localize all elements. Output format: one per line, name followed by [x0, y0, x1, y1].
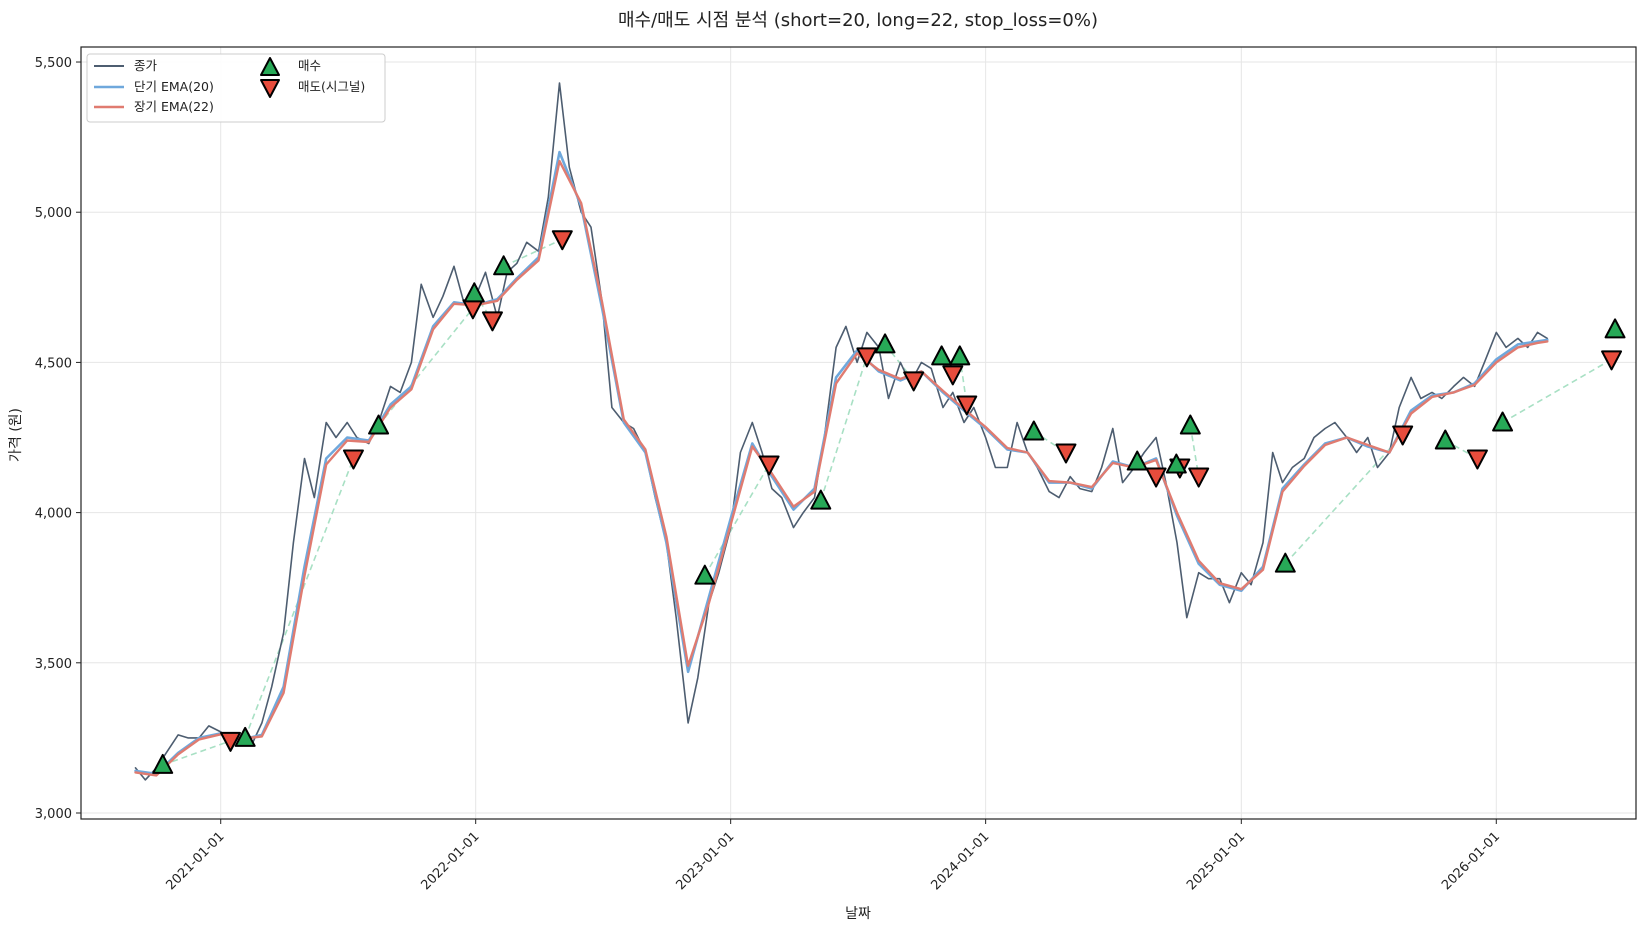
trade-link [503, 238, 563, 268]
buy-marker [1023, 420, 1045, 441]
buy-marker [493, 255, 515, 276]
sell-marker [1392, 425, 1414, 446]
buy-marker [949, 345, 971, 366]
legend-sell-marker [260, 79, 280, 98]
y-tick-label: 4,000 [35, 507, 72, 522]
legend-close-label: 종가 [134, 58, 158, 73]
y-tick-label: 5,000 [35, 206, 72, 221]
trade-link [1284, 433, 1404, 565]
buy-marker [463, 282, 485, 303]
legend-ema-short-label: 단기 EMA(20) [134, 79, 214, 94]
trade-link [820, 356, 868, 501]
sell-marker [856, 347, 878, 368]
sell-marker [342, 449, 364, 470]
buy-marker [931, 345, 953, 366]
buy-marker [1274, 552, 1296, 573]
buy-marker [1179, 414, 1201, 435]
y-axis-title: 가격 (원) [8, 408, 24, 462]
sell-marker [942, 365, 964, 386]
sell-marker [1055, 443, 1077, 464]
legend-sell-label: 매도(시그널) [298, 79, 365, 94]
chart-title: 매수/매도 시점 분석 (short=20, long=22, stop_los… [618, 10, 1098, 31]
buy-marker [234, 726, 256, 747]
sell-marker [1466, 449, 1488, 470]
sell-marker [551, 230, 573, 251]
trade-link [884, 343, 915, 381]
trade-link [1502, 358, 1612, 424]
y-tick-label: 3,000 [35, 807, 72, 822]
sell-marker [1188, 467, 1210, 488]
trade-link [377, 307, 474, 426]
buy-marker [694, 564, 716, 585]
y-tick-label: 3,500 [35, 657, 72, 672]
y-tick-label: 4,500 [35, 356, 72, 371]
grid [81, 47, 1636, 819]
sell-marker [1145, 467, 1167, 488]
buy-marker [368, 414, 390, 435]
legend-box [86, 53, 386, 123]
sell-marker [758, 455, 780, 476]
sell-marker [481, 311, 503, 332]
buy-marker [152, 753, 174, 774]
legend: 종가 단기 EMA(20) 장기 EMA(22) 매수 매도(시그널) [86, 53, 386, 123]
buy-marker [1126, 450, 1148, 471]
x-axis-title: 날짜 [845, 906, 871, 922]
buy-marker [1604, 318, 1626, 339]
sell-marker [219, 731, 241, 752]
legend-buy-label: 매수 [298, 58, 321, 73]
signal-markers [152, 230, 1626, 774]
sell-marker [956, 395, 978, 416]
trade-link [162, 740, 231, 766]
sell-marker [903, 371, 925, 392]
legend-ema-long-label: 장기 EMA(22) [134, 99, 214, 114]
y-tick-label: 5,500 [35, 56, 72, 71]
buy-marker [1434, 429, 1456, 450]
legend-buy-marker [260, 57, 280, 76]
buy-marker [1492, 411, 1514, 432]
plot-frame [80, 46, 1637, 820]
buy-marker [1165, 453, 1187, 474]
trade-link [704, 464, 770, 577]
buy-marker [810, 489, 832, 510]
series-line-ema-long [134, 159, 1549, 777]
buy-marker [874, 333, 896, 354]
sell-marker [1601, 350, 1623, 371]
